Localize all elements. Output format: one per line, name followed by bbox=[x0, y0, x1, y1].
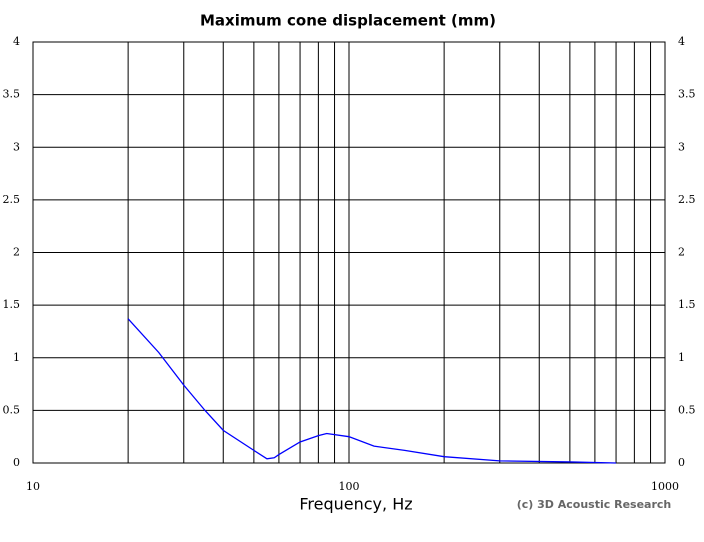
y2-tick-label: 1.5 bbox=[678, 298, 696, 311]
data-line bbox=[127, 318, 617, 464]
x-tick-label: 10 bbox=[26, 480, 40, 493]
y2-tick-label: 4 bbox=[678, 35, 685, 48]
y-tick-label: 0.5 bbox=[3, 403, 21, 416]
x-tick-label: 100 bbox=[339, 480, 360, 493]
y2-tick-label: 2 bbox=[678, 246, 685, 259]
y-tick-label: 4 bbox=[13, 35, 20, 48]
y-tick-label: 3.5 bbox=[3, 88, 21, 101]
x-axis-label: Frequency, Hz bbox=[299, 495, 412, 514]
y-tick-label: 2.5 bbox=[3, 193, 21, 206]
y-tick-label: 0 bbox=[13, 456, 20, 469]
x-tick-label: 1000 bbox=[651, 480, 679, 493]
y2-tick-label: 2.5 bbox=[678, 193, 696, 206]
y2-tick-label: 3 bbox=[678, 140, 685, 153]
y2-tick-label: 1 bbox=[678, 351, 685, 364]
chart-title: Maximum cone displacement (mm) bbox=[200, 12, 496, 30]
y-tick-label: 2 bbox=[13, 246, 20, 259]
y2-tick-label: 0.5 bbox=[678, 403, 696, 416]
y2-tick-label: 0 bbox=[678, 456, 685, 469]
y-tick-label: 3 bbox=[13, 140, 20, 153]
credit: (c) 3D Acoustic Research bbox=[517, 498, 672, 511]
y2-tick-label: 3.5 bbox=[678, 88, 696, 101]
y-tick-label: 1.5 bbox=[3, 298, 21, 311]
y-tick-label: 1 bbox=[13, 351, 20, 364]
